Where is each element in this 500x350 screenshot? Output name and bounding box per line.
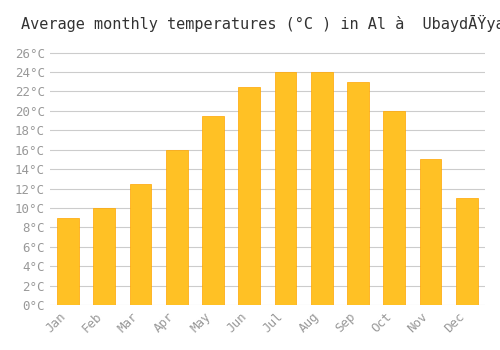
Bar	[311, 72, 332, 305]
Bar	[238, 86, 260, 305]
Bar	[94, 208, 115, 305]
Bar	[202, 116, 224, 305]
Bar	[347, 82, 369, 305]
Bar	[57, 218, 79, 305]
Bar	[384, 111, 405, 305]
Bar	[420, 159, 442, 305]
Bar	[274, 72, 296, 305]
Bar	[130, 184, 152, 305]
Bar	[166, 150, 188, 305]
Title: Average monthly temperatures (°C ) in Al à  UbaydĀŸyah: Average monthly temperatures (°C ) in Al…	[21, 15, 500, 32]
Bar	[456, 198, 477, 305]
